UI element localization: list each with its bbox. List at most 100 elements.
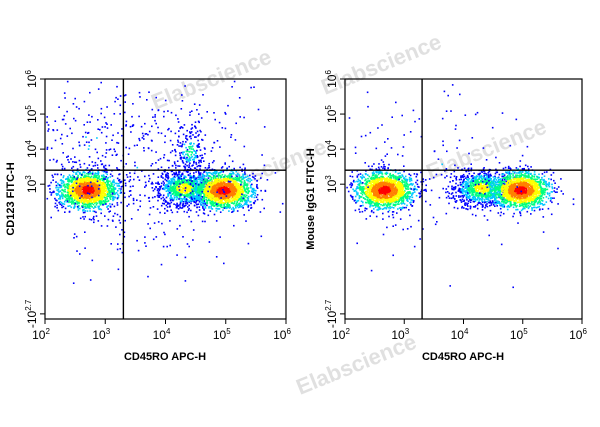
event-dot bbox=[238, 204, 240, 206]
event-dot bbox=[72, 282, 75, 284]
event-dot bbox=[73, 185, 75, 187]
event-dot bbox=[244, 196, 247, 198]
event-dot bbox=[167, 193, 169, 195]
event-dot bbox=[179, 171, 181, 173]
event-dot bbox=[194, 184, 196, 186]
event-dot bbox=[110, 182, 112, 184]
event-dot bbox=[63, 92, 66, 94]
event-dot bbox=[61, 202, 63, 205]
event-dot bbox=[189, 176, 192, 179]
event-dot bbox=[238, 189, 241, 192]
event-dot bbox=[171, 144, 174, 146]
event-dot bbox=[69, 176, 72, 179]
event-dot bbox=[189, 114, 191, 116]
event-dot bbox=[212, 204, 214, 207]
event-dot bbox=[96, 199, 98, 202]
event-dot bbox=[223, 191, 226, 194]
event-dot bbox=[215, 220, 218, 222]
event-dot bbox=[208, 188, 211, 191]
event-dot bbox=[247, 198, 249, 200]
event-dot bbox=[74, 201, 77, 204]
event-dot bbox=[166, 210, 169, 212]
event-dot bbox=[165, 184, 167, 186]
event-dot bbox=[197, 165, 200, 167]
event-dot bbox=[96, 196, 99, 198]
event-dot bbox=[105, 187, 107, 190]
event-dot bbox=[85, 194, 88, 196]
event-dot bbox=[223, 207, 226, 209]
event-dot bbox=[62, 193, 64, 196]
event-dot bbox=[67, 180, 69, 183]
event-dot bbox=[164, 141, 166, 144]
event-dot bbox=[212, 172, 214, 174]
event-dot bbox=[223, 178, 225, 181]
event-dot bbox=[97, 189, 100, 191]
event-dot bbox=[203, 196, 205, 199]
event-dot bbox=[192, 193, 195, 195]
event-dot bbox=[190, 156, 192, 159]
event-dot bbox=[181, 187, 184, 189]
event-dot bbox=[229, 180, 232, 183]
event-dot bbox=[78, 186, 81, 189]
event-dot bbox=[106, 179, 108, 181]
event-dot bbox=[176, 175, 179, 177]
event-dot bbox=[95, 191, 98, 193]
event-dot bbox=[205, 185, 208, 187]
event-dot bbox=[173, 175, 176, 178]
event-dot bbox=[180, 108, 183, 110]
event-dot bbox=[96, 172, 98, 175]
event-dot bbox=[176, 202, 178, 205]
event-dot bbox=[162, 184, 165, 186]
event-dot bbox=[107, 218, 110, 221]
event-dot bbox=[80, 190, 82, 193]
event-dot bbox=[189, 146, 192, 148]
event-dot bbox=[69, 185, 72, 188]
event-dot bbox=[109, 197, 111, 199]
event-dot bbox=[62, 189, 65, 192]
event-dot bbox=[73, 207, 75, 209]
event-dot bbox=[205, 181, 207, 184]
event-dot bbox=[97, 182, 99, 185]
event-dot bbox=[178, 187, 180, 189]
event-dot bbox=[59, 203, 61, 205]
event-dot bbox=[99, 185, 101, 188]
event-dot bbox=[216, 191, 218, 194]
event-dot bbox=[194, 178, 197, 180]
event-dot bbox=[256, 179, 258, 182]
event-dot bbox=[83, 202, 85, 204]
event-dot bbox=[182, 184, 185, 187]
event-dot bbox=[165, 179, 168, 182]
event-dot bbox=[242, 197, 245, 200]
event-dot bbox=[229, 177, 231, 179]
event-dot bbox=[99, 196, 102, 198]
event-dot bbox=[171, 189, 174, 191]
event-dot bbox=[218, 187, 221, 190]
event-dot bbox=[204, 167, 207, 169]
event-dot bbox=[223, 204, 226, 207]
event-dot bbox=[85, 192, 88, 195]
event-dot bbox=[95, 179, 97, 181]
event-dot bbox=[215, 189, 218, 191]
event-dot bbox=[71, 198, 73, 201]
event-dot bbox=[168, 189, 171, 192]
event-dot bbox=[92, 201, 95, 203]
event-dot bbox=[82, 216, 84, 218]
event-dot bbox=[203, 178, 206, 180]
event-dot bbox=[243, 203, 246, 206]
event-dot bbox=[124, 219, 126, 222]
event-dot bbox=[240, 198, 242, 201]
event-dot bbox=[97, 177, 99, 179]
event-dot bbox=[202, 184, 204, 186]
event-dot bbox=[183, 143, 186, 146]
event-dot bbox=[121, 251, 124, 254]
event-dot bbox=[209, 191, 212, 193]
event-dot bbox=[160, 175, 163, 177]
event-dot bbox=[94, 202, 96, 204]
event-dot bbox=[144, 236, 146, 238]
event-dot bbox=[221, 166, 224, 168]
event-dot bbox=[204, 179, 206, 182]
event-dot bbox=[117, 132, 119, 134]
event-dot bbox=[197, 184, 200, 186]
event-dot bbox=[138, 179, 141, 181]
event-dot bbox=[82, 171, 84, 174]
